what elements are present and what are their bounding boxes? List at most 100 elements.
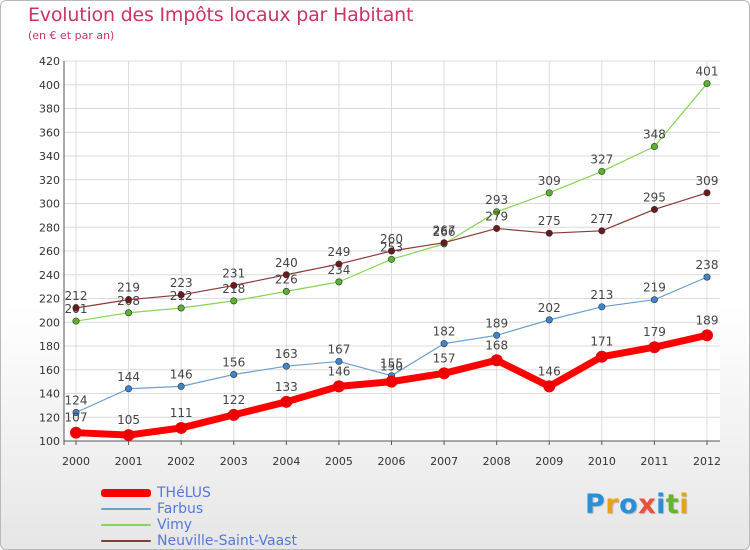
data-label-farbus: 189 xyxy=(485,316,508,330)
data-label-neuville-saint-vaast: 279 xyxy=(485,209,508,223)
data-label-farbus: 124 xyxy=(65,394,88,408)
chart-legend: THéLUS Farbus Vimy Neuville-Saint-Vaast xyxy=(101,485,297,549)
legend-label: Vimy xyxy=(157,517,193,533)
data-point-vimy xyxy=(230,297,238,305)
data-point-farbus xyxy=(598,303,606,311)
y-tick-label: 260 xyxy=(39,245,60,258)
data-point-farbus xyxy=(703,273,711,281)
brand-letter: i xyxy=(679,489,690,520)
data-point-vimy xyxy=(493,208,501,216)
x-tick-label: 2000 xyxy=(62,455,90,468)
data-point-th-lus xyxy=(175,421,188,434)
data-point-farbus xyxy=(335,357,343,365)
data-point-th-lus xyxy=(332,380,345,393)
chart-title: Evolution des Impôts locaux par Habitant xyxy=(28,4,414,26)
data-label-farbus: 155 xyxy=(380,357,403,371)
y-tick-label: 360 xyxy=(39,126,60,139)
data-label-farbus: 163 xyxy=(275,347,298,361)
data-label-th-lus: 189 xyxy=(696,313,719,327)
data-label-vimy: 348 xyxy=(643,128,666,142)
y-tick-label: 400 xyxy=(39,79,60,92)
y-tick-label: 300 xyxy=(39,198,60,211)
data-label-farbus: 202 xyxy=(538,301,561,315)
data-label-th-lus: 105 xyxy=(117,413,140,427)
data-label-farbus: 144 xyxy=(117,370,140,384)
data-point-neuville-saint-vaast xyxy=(650,205,658,213)
data-label-th-lus: 150 xyxy=(380,360,403,374)
x-tick-label: 2006 xyxy=(378,455,406,468)
y-tick-label: 340 xyxy=(39,150,60,163)
data-point-th-lus xyxy=(438,367,451,380)
data-label-neuville-saint-vaast: 275 xyxy=(538,214,561,228)
data-label-th-lus: 122 xyxy=(222,393,245,407)
legend-swatch xyxy=(101,508,151,510)
y-tick-label: 240 xyxy=(39,269,60,282)
data-label-th-lus: 111 xyxy=(170,406,193,420)
data-point-vimy xyxy=(282,287,290,295)
data-label-vimy: 327 xyxy=(590,152,613,166)
data-label-neuville-saint-vaast: 212 xyxy=(65,289,88,303)
data-label-vimy: 266 xyxy=(433,225,456,239)
data-label-vimy: 293 xyxy=(485,193,508,207)
data-label-vimy: 234 xyxy=(327,263,350,277)
data-label-th-lus: 157 xyxy=(433,351,456,365)
x-tick-label: 2007 xyxy=(430,455,458,468)
data-point-vimy xyxy=(387,255,395,263)
brand-letter: P xyxy=(585,489,606,520)
data-label-neuville-saint-vaast: 277 xyxy=(590,212,613,226)
data-point-vimy xyxy=(545,189,553,197)
legend-label: Neuville-Saint-Vaast xyxy=(157,533,297,549)
data-point-neuville-saint-vaast xyxy=(125,296,133,304)
x-tick-label: 2004 xyxy=(272,455,300,468)
data-point-th-lus xyxy=(227,408,240,421)
data-label-th-lus: 168 xyxy=(485,338,508,352)
chart-subtitle: (en € et par an) xyxy=(28,29,115,42)
data-point-neuville-saint-vaast xyxy=(72,304,80,312)
y-tick-label: 120 xyxy=(39,411,60,424)
x-tick-label: 2012 xyxy=(693,455,721,468)
data-label-vimy: 253 xyxy=(380,240,403,254)
data-label-neuville-saint-vaast: 223 xyxy=(170,276,193,290)
data-label-farbus: 238 xyxy=(696,258,719,272)
brand-letter: r xyxy=(605,489,620,520)
data-point-vimy xyxy=(598,167,606,175)
y-tick-label: 380 xyxy=(39,103,60,116)
y-tick-label: 420 xyxy=(39,55,60,68)
data-point-neuville-saint-vaast xyxy=(335,260,343,268)
data-label-farbus: 146 xyxy=(170,367,193,381)
brand-letter: x xyxy=(638,489,657,520)
data-label-th-lus: 107 xyxy=(65,411,88,425)
brand-logo: Proxiti xyxy=(585,489,689,520)
data-point-farbus xyxy=(72,408,80,416)
data-point-vimy xyxy=(125,309,133,317)
brand-letter: i xyxy=(656,489,666,520)
data-label-farbus: 182 xyxy=(433,325,456,339)
y-tick-label: 280 xyxy=(39,221,60,234)
x-tick-label: 2002 xyxy=(167,455,195,468)
data-point-th-lus xyxy=(122,429,135,442)
data-point-neuville-saint-vaast xyxy=(545,229,553,237)
y-tick-label: 200 xyxy=(39,316,60,329)
data-label-neuville-saint-vaast: 295 xyxy=(643,190,666,204)
data-point-neuville-saint-vaast xyxy=(598,227,606,235)
data-point-farbus xyxy=(650,296,658,304)
data-label-farbus: 219 xyxy=(643,281,666,295)
data-label-farbus: 167 xyxy=(327,342,350,356)
data-point-neuville-saint-vaast xyxy=(282,271,290,279)
data-label-neuville-saint-vaast: 240 xyxy=(275,256,298,270)
x-tick-label: 2011 xyxy=(640,455,668,468)
data-point-farbus xyxy=(177,382,185,390)
data-point-neuville-saint-vaast xyxy=(177,291,185,299)
x-tick-label: 2001 xyxy=(115,455,143,468)
data-point-farbus xyxy=(282,362,290,370)
data-point-th-lus xyxy=(595,350,608,363)
data-point-vimy xyxy=(335,278,343,286)
data-point-neuville-saint-vaast xyxy=(703,189,711,197)
data-label-neuville-saint-vaast: 267 xyxy=(433,224,456,238)
legend-item: THéLUS xyxy=(101,485,297,501)
data-point-farbus xyxy=(545,316,553,324)
data-point-th-lus xyxy=(543,380,556,393)
legend-swatch xyxy=(101,540,151,542)
